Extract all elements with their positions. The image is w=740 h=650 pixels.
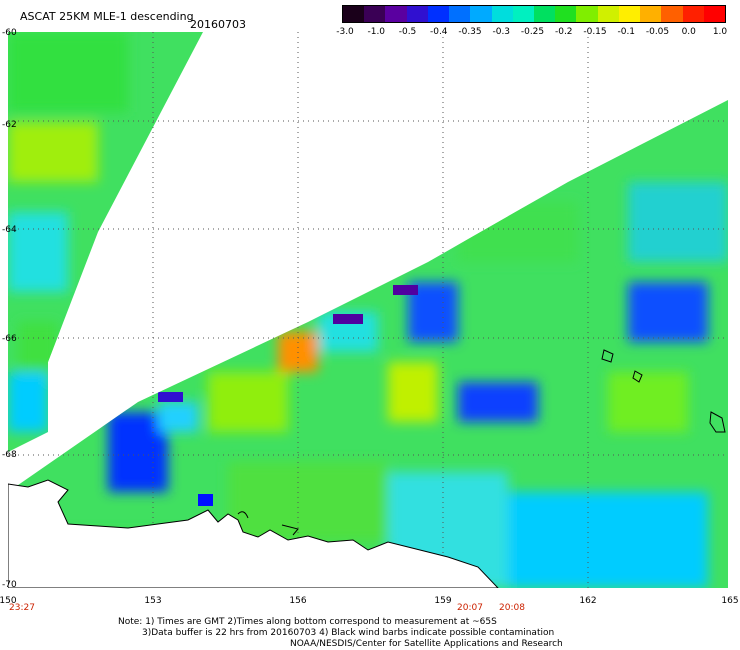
time-label: 20:07 (457, 603, 483, 613)
map-grid (8, 32, 728, 588)
colorbar-swatch (470, 6, 492, 22)
colorbar-label: 1.0 (712, 27, 728, 37)
footer-note-1: Note: 1) Times are GMT 2)Times along bot… (118, 617, 497, 627)
colorbar-swatch (512, 6, 534, 22)
colorbar-swatch (618, 6, 641, 22)
colorbar-swatch (576, 6, 598, 22)
lon-label: 150 (0, 596, 17, 606)
lon-label: 159 (434, 596, 452, 606)
colorbar-swatch (406, 6, 428, 22)
colorbar-swatch (682, 6, 704, 22)
lon-label: 165 (721, 596, 739, 606)
lat-label: -68 (2, 450, 17, 460)
map-title: ASCAT 25KM MLE-1 descending (20, 10, 194, 23)
map-date: 20160703 (190, 18, 246, 31)
footer-note-3: NOAA/NESDIS/Center for Satellite Applica… (290, 639, 563, 649)
wind-field (8, 32, 728, 588)
lat-label: -60 (2, 28, 17, 38)
lat-label: -62 (2, 120, 17, 130)
colorbar-label: -0.15 (583, 27, 607, 37)
antarctic-coastline (8, 349, 726, 588)
colorbar-label: -1.0 (367, 27, 386, 37)
lon-label: 162 (579, 596, 597, 606)
lat-label: -64 (2, 225, 17, 235)
colorbar-swatch (449, 6, 471, 22)
lat-label: -70 (2, 580, 17, 590)
colorbar-label: -0.35 (458, 27, 482, 37)
colorbar-swatch (427, 6, 450, 22)
colorbar-swatch (385, 6, 407, 22)
colorbar-swatch (343, 6, 365, 22)
colorbar-swatch (491, 6, 513, 22)
colorbar-label: 0.0 (681, 27, 696, 37)
colorbar-swatch (364, 6, 386, 22)
colorbar-swatch (597, 6, 619, 22)
colorbar-label: -0.3 (492, 27, 511, 37)
colorbar-swatch (640, 6, 662, 22)
colorbar-label: -0.4 (429, 27, 448, 37)
colorbar-swatch (555, 6, 577, 22)
lon-label: 156 (289, 596, 307, 606)
footer-note-2: 3)Data buffer is 22 hrs from 20160703 4)… (142, 628, 555, 638)
colorbar-label: -0.1 (617, 27, 636, 37)
lat-label: -66 (2, 334, 17, 344)
colorbar-label: -0.5 (398, 27, 417, 37)
colorbar (342, 5, 726, 23)
colorbar-swatch (703, 6, 725, 22)
colorbar-label: -3.0 (336, 27, 354, 37)
time-label: 23:27 (9, 603, 35, 613)
colorbar-label: -0.25 (520, 27, 545, 37)
colorbar-label: -0.05 (645, 27, 670, 37)
time-label: 20:08 (499, 603, 525, 613)
map-plot (8, 32, 728, 588)
colorbar-swatch (533, 6, 556, 22)
colorbar-swatch (661, 6, 683, 22)
colorbar-label: -0.2 (554, 27, 573, 37)
lon-label: 153 (144, 596, 162, 606)
